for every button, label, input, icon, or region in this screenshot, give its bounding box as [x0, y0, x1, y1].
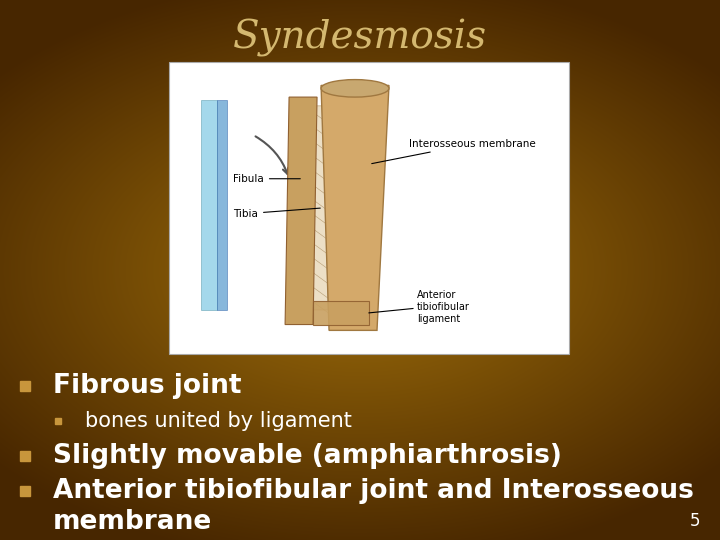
Polygon shape	[321, 85, 389, 330]
FancyBboxPatch shape	[169, 62, 569, 354]
Text: Anterior
tibiofibular
ligament: Anterior tibiofibular ligament	[417, 291, 470, 323]
Ellipse shape	[321, 79, 389, 97]
Text: Syndesmosis: Syndesmosis	[233, 19, 487, 57]
Text: Fibula: Fibula	[233, 174, 300, 184]
Text: Interosseous membrane: Interosseous membrane	[372, 139, 536, 164]
Text: 5: 5	[689, 512, 700, 530]
Text: membrane: membrane	[53, 509, 212, 535]
Polygon shape	[313, 301, 369, 325]
Text: Fibrous joint: Fibrous joint	[53, 373, 241, 399]
FancyBboxPatch shape	[217, 100, 227, 310]
Text: Slightly movable (amphiarthrosis): Slightly movable (amphiarthrosis)	[53, 443, 562, 469]
Text: Anterior tibiofibular joint and Interosseous: Anterior tibiofibular joint and Inteross…	[53, 478, 693, 504]
FancyBboxPatch shape	[201, 100, 217, 310]
Text: bones united by ligament: bones united by ligament	[85, 411, 352, 431]
Text: Tibia: Tibia	[233, 208, 320, 219]
Polygon shape	[285, 97, 317, 325]
Polygon shape	[312, 106, 328, 310]
